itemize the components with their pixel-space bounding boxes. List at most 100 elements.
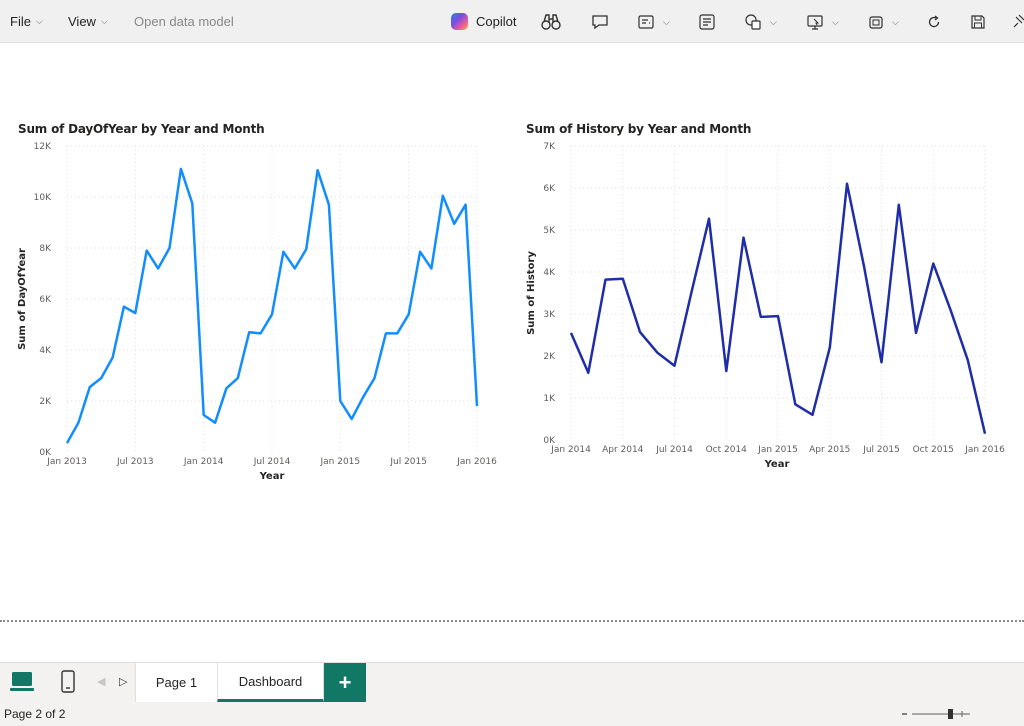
comment-icon[interactable] bbox=[591, 11, 609, 33]
data-point bbox=[65, 441, 69, 445]
y-tick-label: 2K bbox=[543, 352, 556, 362]
y-tick-label: 6K bbox=[39, 295, 52, 305]
file-menu[interactable]: File ⌵ bbox=[10, 0, 43, 43]
series-line bbox=[65, 167, 479, 444]
data-point bbox=[464, 203, 468, 207]
scroll-left-icon[interactable]: ◀ bbox=[97, 676, 106, 688]
data-point bbox=[350, 417, 354, 421]
data-point bbox=[384, 331, 388, 335]
data-point bbox=[259, 331, 263, 335]
data-point bbox=[793, 402, 797, 406]
data-point bbox=[224, 386, 228, 390]
line-chart-dayofyear[interactable]: 0K 2K 4K 6K 8K 10K 12K Jan 2013 Jul 2013 Jan 2014… bbox=[0, 138, 510, 488]
data-point bbox=[133, 311, 137, 315]
pin-icon[interactable] bbox=[1012, 11, 1024, 33]
line-chart-history[interactable]: 0K 1K 2K 3K 4K 5K 6K 7K Jan 2014 Apr 2014 Jul 2014… bbox=[510, 138, 1024, 478]
tab-label: Dashboard bbox=[238, 673, 303, 689]
x-tick-label: Jul 2015 bbox=[389, 457, 427, 467]
data-point bbox=[281, 250, 285, 254]
data-point bbox=[76, 421, 80, 425]
data-point bbox=[395, 331, 399, 335]
x-tick-label: Jul 2014 bbox=[655, 445, 693, 455]
page-tabs-bar: ◀ ▷ Page 1 Dashboard + bbox=[0, 662, 1024, 702]
chevron-down-icon: ⌵ bbox=[892, 16, 899, 27]
y-tick-label: 4K bbox=[39, 346, 52, 356]
plus-icon: + bbox=[338, 669, 352, 695]
view-menu-label: View bbox=[68, 14, 96, 29]
data-point bbox=[604, 278, 608, 282]
copilot-button[interactable]: Copilot bbox=[451, 0, 516, 43]
scroll-right-icon[interactable]: ▷ bbox=[119, 676, 128, 688]
y-tick-label: 2K bbox=[39, 397, 52, 407]
y-tick-label: 12K bbox=[34, 142, 52, 152]
y-tick-label: 1K bbox=[543, 394, 556, 404]
series-line bbox=[569, 182, 987, 434]
file-menu-label: File bbox=[10, 14, 31, 29]
mobile-layout-icon[interactable] bbox=[58, 669, 78, 700]
status-bar: Page 2 of 2 bbox=[0, 702, 1024, 726]
x-tick-label: Apr 2014 bbox=[602, 445, 644, 455]
data-point bbox=[156, 266, 160, 270]
data-point bbox=[327, 203, 331, 207]
data-point bbox=[828, 346, 832, 350]
data-point bbox=[655, 351, 659, 355]
data-point bbox=[122, 305, 126, 309]
desktop-layout-icon[interactable] bbox=[8, 669, 36, 700]
open-data-model-label: Open data model bbox=[134, 14, 234, 29]
y-tick-label: 4K bbox=[543, 268, 556, 278]
chart-title-dayofyear: Sum of DayOfYear by Year and Month bbox=[18, 122, 265, 136]
data-point bbox=[897, 203, 901, 207]
y-tick-label: 6K bbox=[543, 184, 556, 194]
chart-title-history: Sum of History by Year and Month bbox=[526, 122, 752, 136]
data-point bbox=[213, 421, 217, 425]
page-boundary-divider bbox=[0, 620, 1024, 622]
x-tick-label: Jan 2013 bbox=[46, 457, 87, 467]
tab-dashboard[interactable]: Dashboard bbox=[217, 663, 324, 702]
y-tick-label: 3K bbox=[543, 310, 556, 320]
open-data-model-button[interactable]: Open data model bbox=[134, 0, 234, 43]
visual-icon[interactable]: ⌵ bbox=[637, 11, 670, 33]
data-point bbox=[418, 250, 422, 254]
x-tick-label: Jul 2014 bbox=[253, 457, 291, 467]
x-tick-label: Jan 2015 bbox=[320, 457, 361, 467]
data-point bbox=[111, 356, 115, 360]
save-icon[interactable] bbox=[970, 11, 986, 33]
view-menu[interactable]: View ⌵ bbox=[68, 0, 108, 43]
chevron-down-icon: ⌵ bbox=[663, 16, 670, 27]
x-tick-label: Jan 2016 bbox=[964, 445, 1005, 455]
x-axis-title: Year bbox=[259, 471, 285, 482]
data-point bbox=[690, 289, 694, 293]
window-icon[interactable]: ⌵ bbox=[868, 11, 899, 33]
data-point bbox=[270, 312, 274, 316]
add-page-button[interactable]: + bbox=[324, 663, 366, 702]
text-icon[interactable] bbox=[698, 11, 716, 33]
y-tick-label: 5K bbox=[543, 226, 556, 236]
copilot-label: Copilot bbox=[476, 14, 517, 29]
data-point bbox=[145, 249, 149, 253]
chevron-down-icon: ⌵ bbox=[35, 16, 43, 26]
page-indicator: Page 2 of 2 bbox=[4, 707, 66, 721]
refresh-icon[interactable] bbox=[926, 11, 942, 33]
data-point bbox=[724, 369, 728, 373]
shapes-icon[interactable]: ⌵ bbox=[744, 11, 777, 33]
data-point bbox=[949, 308, 953, 312]
data-point bbox=[759, 315, 763, 319]
zoom-slider[interactable] bbox=[900, 706, 1024, 722]
data-point bbox=[452, 222, 456, 226]
data-point bbox=[845, 182, 849, 186]
x-tick-label: Jul 2015 bbox=[862, 445, 900, 455]
y-axis-title: Sum of History bbox=[526, 251, 537, 335]
data-point bbox=[983, 432, 987, 436]
chevron-down-icon: ⌵ bbox=[100, 16, 108, 26]
data-point bbox=[638, 330, 642, 334]
x-axis-title: Year bbox=[764, 459, 790, 470]
binoculars-icon[interactable] bbox=[541, 11, 561, 33]
x-tick-label: Oct 2014 bbox=[706, 445, 748, 455]
x-tick-label: Jan 2014 bbox=[183, 457, 224, 467]
copilot-icon bbox=[451, 13, 468, 30]
data-point bbox=[621, 277, 625, 281]
present-icon[interactable]: ⌵ bbox=[806, 11, 839, 33]
data-point bbox=[931, 262, 935, 266]
tab-page-1[interactable]: Page 1 bbox=[135, 663, 218, 702]
y-axis-title: Sum of DayOfYear bbox=[17, 248, 28, 350]
